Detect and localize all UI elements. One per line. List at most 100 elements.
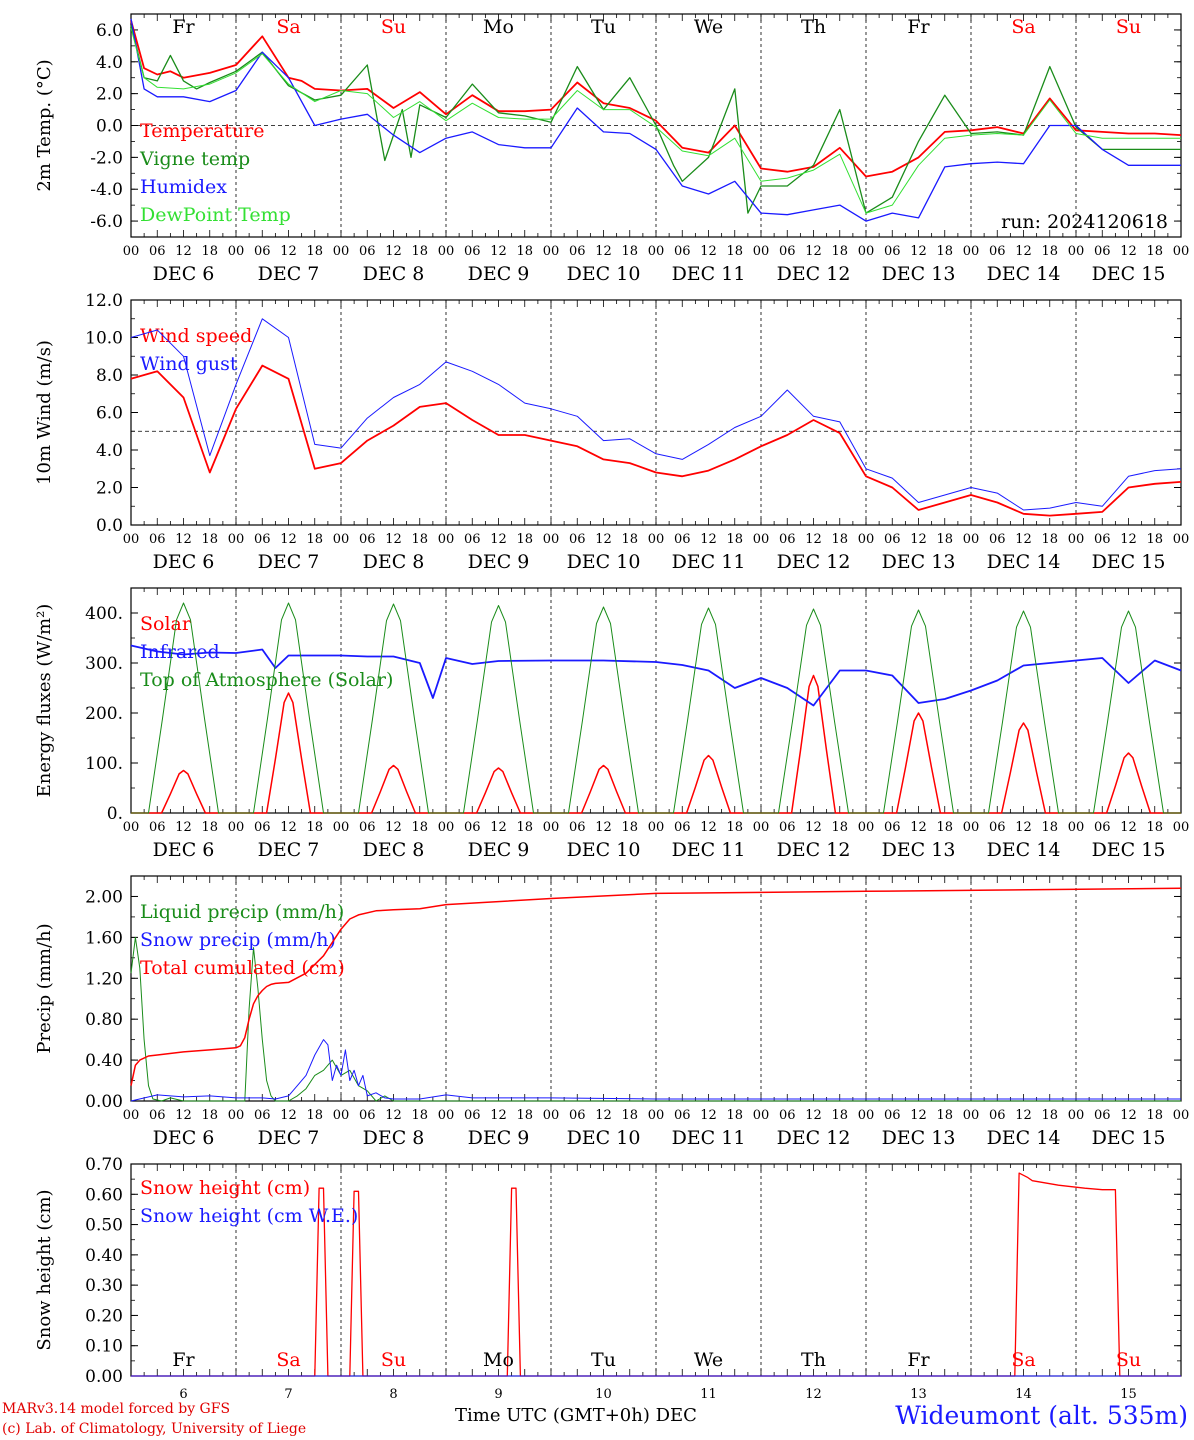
hour-tick-label: 18 [936,1108,953,1123]
hour-tick-label: 12 [175,1108,192,1123]
hour-tick-label: 18 [621,532,638,547]
hour-tick-label: 12 [910,820,927,835]
legend-infrared: Infrared [140,641,220,663]
hour-tick-label: 12 [280,820,297,835]
y-axis-label: Precip (mm/h) [34,923,55,1053]
legend-temperature: Temperature [140,120,264,142]
y-tick-label: 0.60 [85,1185,123,1205]
y-tick-label: 12.0 [85,291,123,311]
hour-tick-label: 00 [648,820,665,835]
hour-tick-label: 18 [831,244,848,259]
y-tick-label: 400. [85,604,123,624]
hour-tick-label: 12 [490,820,507,835]
y-tick-label: 0.40 [85,1246,123,1266]
hour-tick-label: 00 [228,820,245,835]
hour-tick-label: 12 [595,532,612,547]
hour-tick-label: 00 [1068,820,1085,835]
x-axis-title: Time UTC (GMT+0h) DEC [455,1405,697,1426]
hour-tick-label: 06 [674,820,691,835]
date-label: DEC 15 [1092,263,1166,285]
hour-tick-label: 18 [306,820,323,835]
y-tick-label: 1.20 [85,969,123,989]
y-tick-label: 0.20 [85,1306,123,1326]
day-number-label: 9 [494,1387,502,1402]
hour-tick-label: 06 [779,1108,796,1123]
weekday-label: Sa [276,16,300,38]
legend-top-of-atmosphere-solar: Top of Atmosphere (Solar) [140,669,393,691]
hour-tick-label: 06 [254,820,271,835]
hour-tick-label: 00 [648,1108,665,1123]
hour-tick-label: 00 [228,244,245,259]
series-line-temperature [130,20,1182,178]
y-tick-label: -4.0 [90,180,123,200]
hour-tick-label: 06 [1094,532,1111,547]
hour-tick-label: 06 [569,820,586,835]
date-label: DEC 10 [567,839,641,861]
hour-tick-label: 18 [726,244,743,259]
hour-tick-label: 12 [175,532,192,547]
hour-tick-label: 12 [700,820,717,835]
run-annotation: run: 2024120618 [1001,211,1168,233]
hour-tick-label: 00 [228,1108,245,1123]
plot-frame [130,299,1182,526]
hour-tick-label: 12 [385,244,402,259]
y-tick-label: 0.30 [85,1276,123,1296]
date-label: DEC 15 [1092,839,1166,861]
date-label: DEC 13 [882,1127,956,1149]
date-label: DEC 6 [153,263,215,285]
hour-tick-label: 18 [726,1108,743,1123]
hour-tick-label: 00 [438,1108,455,1123]
legend-dewpoint-temp: DewPoint Temp [140,204,291,226]
y-tick-label: 1.60 [85,928,123,948]
y-tick-label: -6.0 [90,212,123,232]
hour-tick-label: 18 [201,532,218,547]
date-label: DEC 11 [672,551,746,573]
hour-tick-label: 00 [1173,1108,1190,1123]
hour-tick-label: 12 [700,532,717,547]
hour-tick-label: 12 [1120,1108,1137,1123]
day-number-label: 12 [805,1387,822,1402]
day-number-label: 13 [910,1387,927,1402]
series-line-total-cumulated-cm [130,887,1182,1086]
hour-tick-label: 18 [1146,820,1163,835]
y-tick-label: 10.0 [85,329,123,349]
hour-tick-label: 00 [963,820,980,835]
legend-snow-height-cm-w-e: Snow height (cm W.E.) [140,1205,358,1227]
date-label: DEC 11 [672,263,746,285]
hour-tick-label: 06 [674,532,691,547]
hour-tick-label: 06 [464,244,481,259]
hour-tick-label: 12 [385,1108,402,1123]
hour-tick-label: 18 [831,532,848,547]
date-label: DEC 7 [258,1127,320,1149]
hour-tick-label: 18 [516,1108,533,1123]
legend-liquid-precip-mm-h: Liquid precip (mm/h) [140,901,344,923]
hour-tick-label: 12 [175,244,192,259]
hour-tick-label: 00 [438,244,455,259]
hour-tick-label: 06 [464,1108,481,1123]
lab-credit: (c) Lab. of Climatology, University of L… [2,1421,307,1437]
hour-tick-label: 12 [490,532,507,547]
hour-tick-label: 12 [700,244,717,259]
hour-tick-label: 12 [595,820,612,835]
weekday-label: Fr [907,1349,930,1371]
y-tick-label: 0.80 [85,1010,123,1030]
day-number-label: 14 [1015,1387,1032,1402]
date-label: DEC 7 [258,551,320,573]
weekday-label: We [694,16,723,38]
weekday-label: Sa [1011,16,1035,38]
day-number-label: 10 [595,1387,612,1402]
y-tick-label: 300. [85,654,123,674]
hour-tick-label: 12 [805,244,822,259]
hour-tick-label: 18 [936,244,953,259]
hour-tick-label: 12 [700,1108,717,1123]
hour-tick-label: 00 [543,1108,560,1123]
date-label: DEC 10 [567,551,641,573]
hour-tick-label: 18 [516,244,533,259]
chart-panel-3: 0. 100. 200. 300. 400. Energy fluxes (W/m²) So… [34,587,1189,861]
hour-tick-label: 18 [201,244,218,259]
hour-tick-label: 00 [228,532,245,547]
hour-tick-label: 06 [674,244,691,259]
legend-vigne-temp: Vigne temp [139,148,250,170]
hour-tick-label: 12 [910,244,927,259]
hour-tick-label: 12 [1015,820,1032,835]
